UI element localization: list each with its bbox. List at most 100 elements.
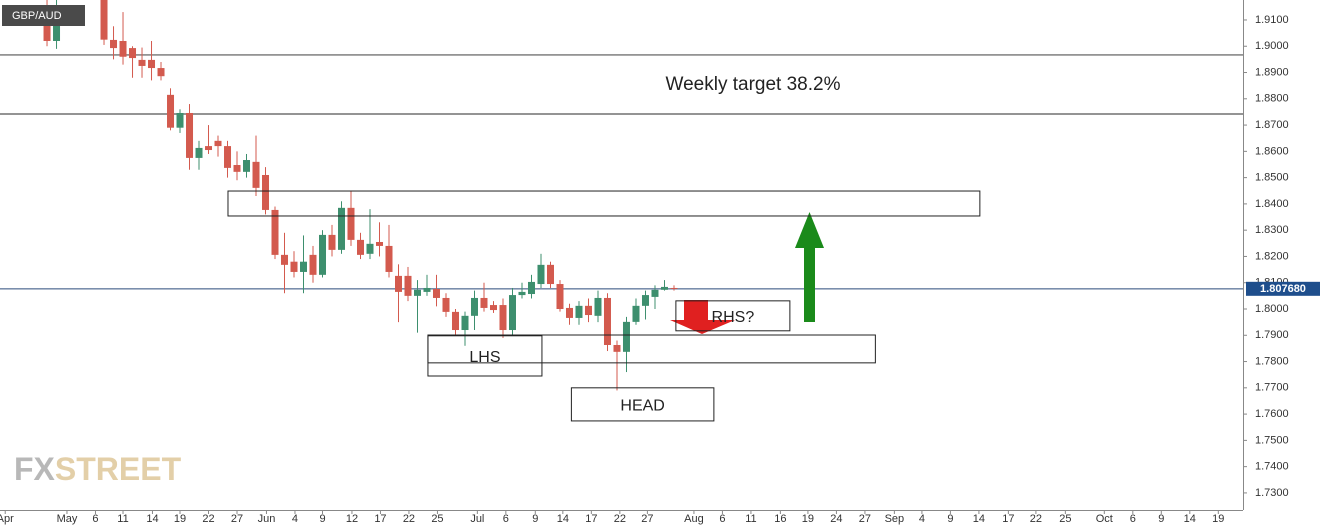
x-tick-label: 19	[802, 513, 814, 525]
plot-area	[0, 0, 1243, 391]
x-tick-label: 11	[745, 513, 756, 525]
candle-body	[129, 48, 137, 59]
last-price-box	[1246, 281, 1320, 296]
candle-body	[622, 321, 630, 352]
candle-body	[385, 245, 393, 272]
zone-label: LHS	[469, 349, 500, 366]
candle-body	[176, 112, 184, 128]
watermark: FXSTREET	[14, 451, 182, 487]
arrow-head	[795, 212, 824, 248]
y-tick-label: 1.8300	[1255, 224, 1289, 236]
x-tick-label: 25	[1059, 513, 1071, 525]
candle-body	[527, 281, 535, 295]
x-tick-label: 14	[973, 513, 985, 525]
x-tick-label: Oct	[1096, 513, 1113, 525]
candle-body	[262, 174, 270, 210]
candle-body	[565, 307, 573, 318]
candle-body	[546, 264, 554, 285]
candle-body	[376, 241, 384, 246]
candle-body	[489, 305, 497, 311]
candle-body	[53, 14, 61, 41]
y-tick-label: 1.7500	[1255, 434, 1289, 446]
candle-body	[404, 275, 412, 296]
candle-body	[357, 239, 365, 255]
x-tick-label: Sep	[885, 513, 905, 525]
x-tick-label: 6	[719, 513, 725, 525]
candle-body	[110, 39, 118, 49]
candle-body	[205, 146, 213, 151]
symbol-box	[2, 5, 85, 26]
symbol: GBP/AUD	[12, 10, 62, 22]
candle-body	[518, 291, 526, 296]
up-arrow	[795, 212, 824, 322]
candle-body	[328, 234, 336, 250]
x-tick-label: 9	[532, 513, 538, 525]
last-price-label: 1.807680	[1260, 283, 1306, 295]
candle-body	[195, 147, 203, 158]
x-tick-label: 22	[403, 513, 415, 525]
arrow-shaft	[684, 300, 708, 322]
x-tick-label: 22	[202, 513, 214, 525]
candle-body	[499, 305, 507, 331]
candle-body	[584, 305, 592, 316]
x-tick-label: 6	[1130, 513, 1136, 525]
zone-box	[570, 387, 715, 422]
x-tick-label: Jul	[470, 513, 484, 525]
x-tick-label: 22	[614, 513, 626, 525]
y-tick-label: 1.9100	[1255, 14, 1289, 26]
x-tick-label: 19	[174, 513, 186, 525]
x-tick-label: 27	[859, 513, 871, 525]
candle-body	[575, 305, 583, 318]
candle-body	[537, 264, 545, 285]
candle-body	[290, 261, 298, 272]
y-tick-label: 1.8400	[1255, 198, 1289, 210]
y-tick-label: 1.8000	[1255, 303, 1289, 315]
candle-body	[641, 295, 649, 306]
candle-body	[300, 261, 308, 272]
zone-box	[427, 335, 543, 377]
candle-body	[442, 297, 450, 312]
candle-body	[556, 284, 564, 309]
x-tick-label: 14	[557, 513, 569, 525]
x-tick-label: Apr	[0, 513, 14, 525]
candle-body	[252, 161, 260, 188]
candle-body	[214, 140, 222, 147]
y-tick-label: 1.7600	[1255, 408, 1289, 420]
x-tick-label: 11	[117, 513, 128, 525]
candle-body	[603, 297, 611, 345]
candle-body	[594, 297, 602, 316]
candle-body	[281, 254, 289, 265]
x-tick-label: 14	[146, 513, 158, 525]
y-tick-label: 1.8600	[1255, 145, 1289, 157]
y-tick-label: 1.7700	[1255, 382, 1289, 394]
x-tick-label: 4	[292, 513, 298, 525]
candle-body	[186, 112, 194, 158]
candle-body	[451, 311, 459, 331]
watermark-part: FX	[14, 451, 56, 487]
x-tick-label: 14	[1184, 513, 1196, 525]
candle-body	[660, 286, 668, 290]
candle-body	[632, 305, 640, 322]
zone-label: RHS?	[712, 309, 755, 326]
candle-body	[309, 254, 317, 275]
candle-body	[423, 287, 431, 292]
x-tick-label: May	[57, 513, 78, 525]
candle-body	[157, 68, 165, 77]
y-tick-label: 1.8200	[1255, 250, 1289, 262]
y-tick-label: 1.8700	[1255, 119, 1289, 131]
candle-body	[224, 146, 232, 168]
watermark-part: STREET	[55, 451, 182, 487]
candle-body	[432, 289, 440, 298]
annotation: Weekly target 38.2%	[666, 74, 841, 95]
x-tick-label: 19	[1212, 513, 1224, 525]
x-tick-label: 9	[947, 513, 953, 525]
y-tick-label: 1.7800	[1255, 355, 1289, 367]
candle-body	[470, 297, 478, 316]
zone-label: HEAD	[620, 398, 664, 415]
x-tick-label: 16	[774, 513, 786, 525]
x-tick-label: 6	[92, 513, 98, 525]
candle-body	[148, 59, 156, 69]
candle-body	[100, 0, 108, 40]
